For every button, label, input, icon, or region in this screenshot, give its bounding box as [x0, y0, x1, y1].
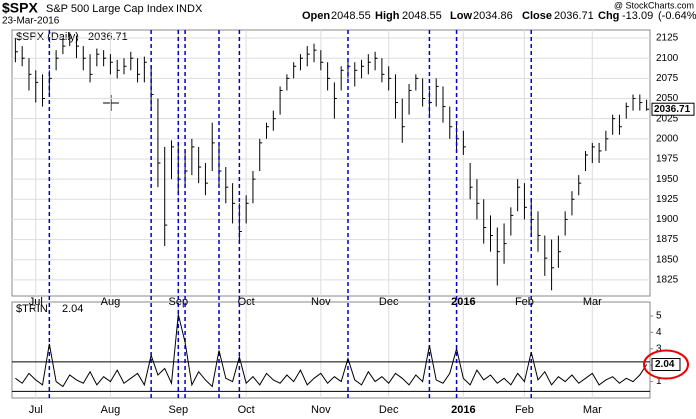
y-tick-label: 5: [656, 311, 662, 322]
y-tick-label: 1925: [656, 194, 679, 205]
last-price-box: [651, 102, 695, 116]
y-tick-label: 1900: [656, 214, 679, 225]
chg-label: Chg: [598, 10, 619, 22]
x-tick-label: Mar: [583, 404, 602, 416]
close-value: 2036.71: [554, 10, 594, 22]
date: 23-Mar-2016: [2, 16, 60, 27]
x-tick-label: Mar: [583, 296, 602, 308]
trin-panel: [11, 301, 651, 399]
x-tick-label: 2016: [451, 404, 475, 416]
last-value-label: 2.04: [655, 359, 675, 370]
x-tick-label: Oct: [238, 404, 255, 416]
symbol: $SPX: [2, 0, 38, 16]
y-tick-label: 3: [656, 343, 662, 354]
x-tick-label: Nov: [311, 404, 331, 416]
x-tick-label: Jul: [29, 404, 43, 416]
legend-trin-value: 2.04: [62, 303, 83, 315]
x-tick-label: 2016: [451, 296, 475, 308]
x-tick-label: Sep: [168, 404, 188, 416]
y-tick-label: 2100: [656, 53, 679, 64]
high-value: 2048.55: [402, 10, 442, 22]
y-tick-label: 1850: [656, 254, 679, 265]
last-price-label: 2036.71: [654, 104, 691, 115]
x-tick-label: Feb: [515, 404, 534, 416]
exchange: INDX: [176, 3, 203, 15]
x-tick-label: Aug: [101, 296, 121, 308]
chg-pct: (-0.64%): [658, 10, 696, 22]
open-value: 2048.55: [331, 10, 371, 22]
x-tick-label: Feb: [515, 296, 534, 308]
legend-trin-name: $TRIN: [16, 303, 48, 315]
chg-value: -13.09: [622, 10, 653, 22]
y-tick-label: 1975: [656, 154, 679, 165]
x-tick-label: Dec: [379, 296, 399, 308]
x-tick-label: Dec: [379, 404, 399, 416]
index-name: S&P 500 Large Cap Index: [46, 3, 174, 15]
x-tick-label: Nov: [311, 296, 331, 308]
open-label: Open: [302, 10, 330, 22]
high-label: High: [375, 10, 400, 22]
highlight-circle: [643, 349, 689, 380]
x-tick-label: Oct: [238, 296, 255, 308]
y-tick-label: 1950: [656, 174, 679, 185]
y-tick-label: 2075: [656, 73, 679, 84]
x-tick-label: Aug: [101, 404, 121, 416]
y-tick-label: 1825: [656, 275, 679, 286]
y-tick-label: 4: [656, 327, 662, 338]
trin-line: [15, 314, 648, 388]
low-label: Low: [450, 10, 472, 22]
y-tick-label: 1: [656, 376, 662, 387]
x-tick-label: Sep: [168, 296, 188, 308]
y-tick-label: 2025: [656, 113, 679, 124]
source: @ StockCharts.com: [614, 0, 694, 10]
last-value-box: [651, 358, 681, 372]
y-tick-label: 2050: [656, 93, 679, 104]
x-tick-label: Jul: [29, 296, 43, 308]
close-label: Close: [522, 10, 552, 22]
legend-price-value: 2036.71: [88, 31, 128, 43]
crosshair: [103, 95, 119, 111]
y-tick-label: 1875: [656, 234, 679, 245]
y-tick-label: 2125: [656, 33, 679, 44]
price-panel: [11, 29, 651, 297]
low-value: 2034.86: [473, 10, 513, 22]
y-tick-label: 2000: [656, 133, 679, 144]
